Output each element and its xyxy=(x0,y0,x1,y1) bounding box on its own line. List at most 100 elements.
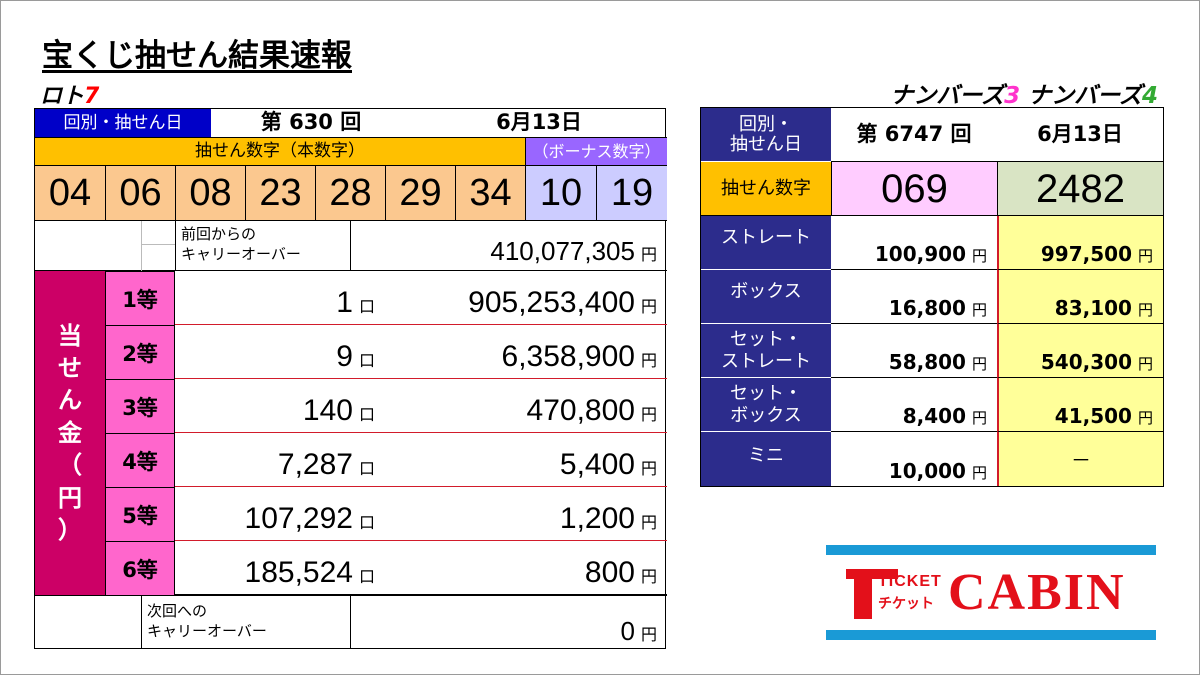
prize-amount: 1,200 円 xyxy=(560,502,657,536)
prize-winners-count: 9 xyxy=(336,340,353,373)
loto7-main-number: 23 xyxy=(245,165,315,221)
numbers3-prize-value: 10,000 xyxy=(888,459,966,483)
numbers-row-label-line2: ストレート xyxy=(721,350,811,372)
numbers4-draw-number: 2482 xyxy=(997,162,1163,216)
yen-unit: 円 xyxy=(640,247,657,264)
prize-winners-count: 140 xyxy=(302,394,353,427)
prize-rank: 1等 xyxy=(105,271,175,325)
numbers4-prize-mini: － xyxy=(1071,448,1091,472)
yen-unit: 円 xyxy=(971,409,987,427)
numbers-table: 回別・ 抽せん日 第 6747 回 6月13日 抽せん数字 069 2482 ス… xyxy=(700,107,1164,487)
loto7-label-digit: 7 xyxy=(84,84,100,109)
loto7-bonus-numbers-header: （ボーナス数字） xyxy=(525,137,667,165)
numbers3-label-text: ナンバーズ xyxy=(890,83,1005,109)
loto7-carryover-next-label-line1: 次回への xyxy=(147,602,208,620)
empty-cell xyxy=(141,245,175,271)
numbers3-prize-cell: 16,800 円 xyxy=(831,270,997,324)
loto7-main-number: 08 xyxy=(175,165,245,221)
numbers4-prize-cell: 540,300 円 xyxy=(997,324,1163,378)
empty-cell xyxy=(141,221,175,245)
prize-winners-count: 7,287 xyxy=(277,448,353,481)
numbers-row-label: ボックス xyxy=(701,270,831,324)
numbers-row-label: セット・ ストレート xyxy=(701,324,831,378)
loto7-main-number: 28 xyxy=(315,165,385,221)
loto7-carryover-prev-label-line2: キャリーオーバー xyxy=(181,244,301,263)
yen-unit: 円 xyxy=(640,461,657,478)
yen-unit: 円 xyxy=(971,301,987,319)
numbers-draw-label: 抽せん数字 xyxy=(701,162,831,216)
side-label-char: ん xyxy=(58,386,82,415)
loto7-date: 6月13日 xyxy=(496,110,582,135)
numbers3-prize: 100,900 円 xyxy=(875,242,987,266)
prize-winners: 185,524 口 xyxy=(245,556,375,590)
ticket-cabin-logo: TICKET チケット CABIN xyxy=(826,545,1156,640)
prize-row: 107,292 口 1,200 円 xyxy=(175,487,667,541)
side-label-char: （ xyxy=(58,451,82,480)
numbers-row-label-line1: セット・ xyxy=(730,328,802,350)
numbers-label: ナンバーズ3 ナンバーズ4 xyxy=(890,76,1158,110)
yen-unit: 円 xyxy=(640,515,657,532)
logo-t-mark-icon xyxy=(846,569,898,619)
side-label-char: 金 xyxy=(58,418,82,447)
side-label-char: 円 xyxy=(58,483,82,512)
loto7-round-date-label: 回別・抽せん日 xyxy=(35,109,211,137)
loto7-carryover-next-label-line2: キャリーオーバー xyxy=(147,621,267,640)
numbers4-prize-value: 997,500 xyxy=(1040,242,1132,266)
numbers-round-date-label: 回別・ 抽せん日 xyxy=(701,108,831,162)
prize-winners: 107,292 口 xyxy=(245,502,375,536)
numbers3-draw-number: 069 xyxy=(831,162,997,216)
numbers3-prize-value: 100,900 xyxy=(874,242,966,266)
loto7-carryover-next-amount: 0 xyxy=(620,616,635,646)
numbers-row-label: セット・ ボックス xyxy=(701,378,831,432)
numbers4-prize-value: 540,300 xyxy=(1040,350,1132,374)
numbers4-prize: 540,300 円 xyxy=(1041,350,1153,374)
kuchi-unit: 口 xyxy=(358,515,375,532)
numbers3-prize: 16,800 円 xyxy=(889,296,987,320)
numbers3-prize-cell: 100,900 円 xyxy=(831,216,997,270)
numbers4-prize: 83,100 円 xyxy=(1055,296,1153,320)
numbers4-label-text: ナンバーズ xyxy=(1028,83,1142,109)
side-label-char: 当 xyxy=(58,321,82,350)
yen-unit: 円 xyxy=(640,353,657,370)
numbers4-prize: 41,500 円 xyxy=(1055,404,1153,428)
numbers4-prize-cell: 41,500 円 xyxy=(997,378,1163,432)
numbers3-label-digit: 3 xyxy=(1004,83,1021,109)
numbers-date: 6月13日 xyxy=(997,108,1163,162)
numbers-row-label: ストレート xyxy=(701,216,831,270)
prize-amount: 800 円 xyxy=(585,556,657,590)
kuchi-unit: 口 xyxy=(358,407,375,424)
numbers-row-label-line1: セット・ xyxy=(730,382,802,404)
side-label-char: せ xyxy=(58,354,82,383)
page-title: 宝くじ抽せん結果速報 xyxy=(42,38,352,74)
loto7-round: 第 630 回 xyxy=(260,110,362,135)
prize-amount-value: 6,358,900 xyxy=(501,340,635,373)
loto7-carryover-prev-label: 前回からの キャリーオーバー xyxy=(175,221,351,271)
loto7-bonus-number: 19 xyxy=(596,165,667,221)
loto7-table: 回別・抽せん日 第 630 回 6月13日 抽せん数字（本数字） （ボーナス数字… xyxy=(34,108,667,649)
numbers4-prize-cell: － xyxy=(997,432,1163,486)
loto7-main-number: 29 xyxy=(385,165,455,221)
prize-amount-value: 1,200 xyxy=(559,502,635,535)
numbers3-prize-cell: 58,800 円 xyxy=(831,324,997,378)
loto7-main-numbers-header: 抽せん数字（本数字） xyxy=(35,137,525,165)
numbers4-prize-cell: 997,500 円 xyxy=(997,216,1163,270)
numbers-row-label-line1: ミニ xyxy=(748,445,784,466)
loto7-carryover-prev-value: 410,077,305 円 xyxy=(490,236,657,267)
numbers3-prize-cell: 8,400 円 xyxy=(831,378,997,432)
prize-winners: 140 口 xyxy=(303,394,375,428)
loto7-label-text: ロト xyxy=(40,84,85,109)
loto7-main-number: 06 xyxy=(105,165,175,221)
yen-unit: 円 xyxy=(1137,301,1153,319)
prize-winners-count: 185,524 xyxy=(244,556,353,589)
prize-amount-value: 905,253,400 xyxy=(468,286,635,319)
numbers3-prize-value: 8,400 xyxy=(902,404,966,428)
numbers4-prize-value: 41,500 xyxy=(1054,404,1132,428)
prize-rank: 6等 xyxy=(105,541,175,595)
loto7-main-number: 34 xyxy=(455,165,525,221)
prize-rank: 5等 xyxy=(105,487,175,541)
numbers3-prize-value: 16,800 xyxy=(888,296,966,320)
